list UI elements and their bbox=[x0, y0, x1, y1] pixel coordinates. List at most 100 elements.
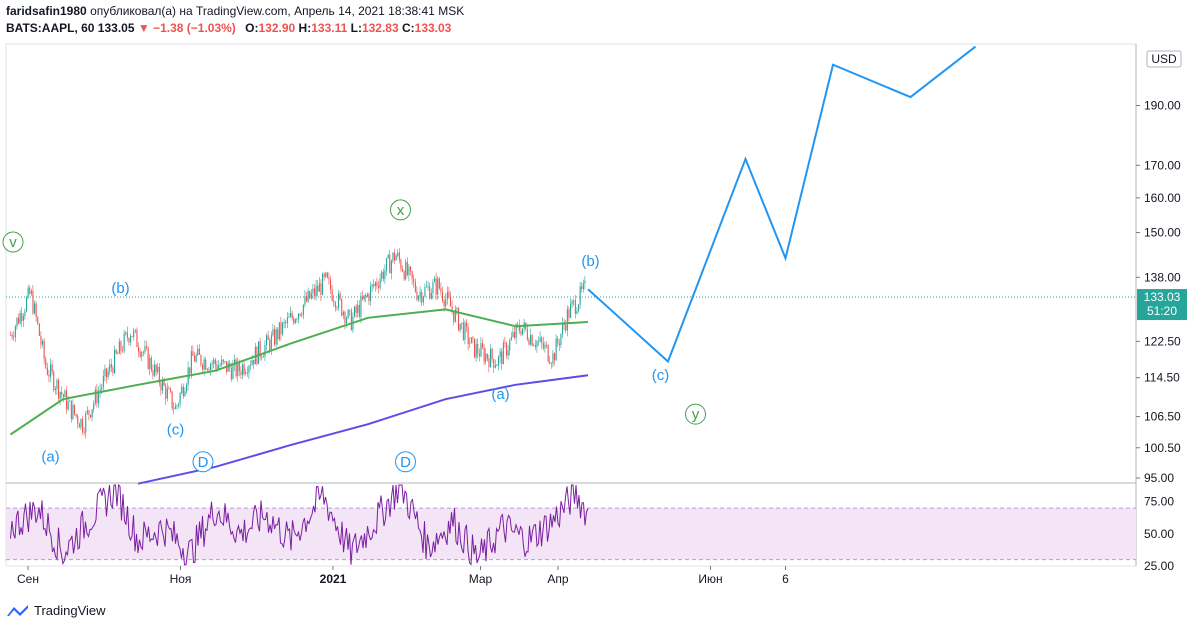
candle-body bbox=[534, 345, 536, 347]
candle-body bbox=[102, 376, 104, 388]
candle-body bbox=[171, 391, 173, 409]
candle-body bbox=[70, 400, 72, 420]
candle-body bbox=[232, 364, 234, 380]
candle-body bbox=[82, 418, 84, 433]
candle-body bbox=[146, 346, 148, 348]
wave-label[interactable]: (c) bbox=[652, 367, 670, 384]
candle-body bbox=[29, 287, 31, 294]
y-tick-label: 100.50 bbox=[1144, 441, 1181, 455]
candle-body bbox=[504, 342, 506, 344]
wave-label[interactable]: (b) bbox=[111, 280, 129, 297]
candle-body bbox=[104, 368, 106, 377]
candle-body bbox=[360, 296, 362, 317]
candle-body bbox=[344, 312, 346, 324]
candle-body bbox=[397, 252, 399, 256]
candle-body bbox=[362, 296, 364, 300]
candle-body bbox=[195, 355, 197, 362]
symbol-name[interactable]: BATS:AAPL, 60 bbox=[6, 21, 95, 35]
candle-body bbox=[443, 300, 445, 307]
candle-body bbox=[184, 391, 186, 397]
candle-body bbox=[157, 366, 159, 372]
candle-body bbox=[434, 278, 436, 283]
wave-label[interactable]: v bbox=[2, 231, 24, 253]
candle-body bbox=[472, 337, 474, 339]
candle-body bbox=[93, 402, 95, 410]
candle-body bbox=[469, 343, 471, 345]
wave-text: D bbox=[198, 454, 209, 471]
footer-brand[interactable]: TradingView bbox=[6, 603, 106, 618]
candle-body bbox=[312, 288, 314, 294]
candle-body bbox=[376, 282, 378, 286]
wave-label[interactable]: (b) bbox=[581, 253, 599, 270]
wave-text: (a) bbox=[41, 448, 59, 465]
candle-body bbox=[290, 313, 292, 317]
candle-body bbox=[216, 364, 218, 370]
candle-body bbox=[96, 389, 98, 404]
wave-label[interactable]: x bbox=[390, 199, 411, 221]
candle-body bbox=[53, 371, 55, 391]
candle-body bbox=[246, 372, 248, 374]
candle-body bbox=[86, 410, 88, 414]
candle-body bbox=[30, 290, 32, 294]
candle-body bbox=[419, 292, 421, 297]
candle-body bbox=[570, 304, 572, 318]
rsi-band bbox=[6, 507, 1136, 561]
candle-body bbox=[342, 312, 344, 316]
candle-body bbox=[200, 354, 202, 365]
candle-body bbox=[34, 303, 36, 314]
candle-body bbox=[211, 363, 213, 365]
candle-body bbox=[429, 286, 431, 299]
candle-body bbox=[27, 287, 29, 298]
candle-body bbox=[162, 379, 164, 391]
candle-body bbox=[539, 337, 541, 342]
candle-body bbox=[354, 306, 356, 317]
forecast-path bbox=[587, 45, 977, 364]
candle-body bbox=[518, 324, 520, 331]
candle-body bbox=[368, 294, 370, 302]
candle-body bbox=[381, 271, 383, 279]
candle-body bbox=[432, 282, 434, 294]
wave-label[interactable]: (c) bbox=[167, 422, 185, 439]
currency-badge[interactable]: USD bbox=[1146, 50, 1182, 68]
y-tick-label: 114.50 bbox=[1144, 371, 1180, 385]
wave-label[interactable]: (a) bbox=[41, 448, 59, 465]
candle-body bbox=[62, 394, 64, 397]
candle-body bbox=[122, 350, 124, 352]
candle-body bbox=[106, 368, 108, 378]
price-chart[interactable]: v (b) x (b) (c) (a) (a) (c) y D D 95.00 100.50 106.5… bbox=[0, 0, 1200, 600]
candle-body bbox=[456, 308, 458, 310]
candle-body bbox=[552, 353, 554, 364]
candle-body bbox=[152, 370, 154, 376]
candle-body bbox=[64, 390, 66, 397]
candle-body bbox=[466, 322, 468, 328]
candle-body bbox=[277, 329, 279, 340]
candle-body bbox=[307, 291, 309, 302]
candle-body bbox=[158, 366, 160, 384]
author-name[interactable]: faridsafin1980 bbox=[6, 4, 87, 18]
candle-body bbox=[123, 333, 125, 351]
candle-body bbox=[194, 355, 196, 362]
wave-label[interactable]: D bbox=[395, 451, 416, 473]
candle-body bbox=[189, 367, 191, 374]
candle-body bbox=[530, 335, 532, 345]
candle-body bbox=[454, 309, 456, 322]
candle-body bbox=[349, 309, 351, 311]
wave-label[interactable]: D bbox=[192, 451, 214, 473]
candle-body bbox=[462, 322, 464, 340]
wave-text: (b) bbox=[111, 280, 129, 297]
x-tick-label: Сен bbox=[17, 572, 39, 586]
candle-body bbox=[130, 335, 132, 343]
wave-label[interactable]: (a) bbox=[491, 386, 509, 403]
candle-body bbox=[435, 278, 437, 295]
candle-body bbox=[507, 350, 509, 356]
candle-body bbox=[32, 290, 34, 314]
candle-body bbox=[478, 353, 480, 357]
candle-body bbox=[488, 358, 490, 368]
candle-body bbox=[408, 266, 410, 275]
last-price-value: 133.03 bbox=[1144, 290, 1181, 304]
candle-body bbox=[267, 335, 269, 340]
candle-body bbox=[98, 391, 100, 404]
rsi-tick-label: 25.00 bbox=[1144, 559, 1174, 573]
wave-label[interactable]: y bbox=[685, 403, 706, 425]
candle-body bbox=[126, 332, 128, 339]
